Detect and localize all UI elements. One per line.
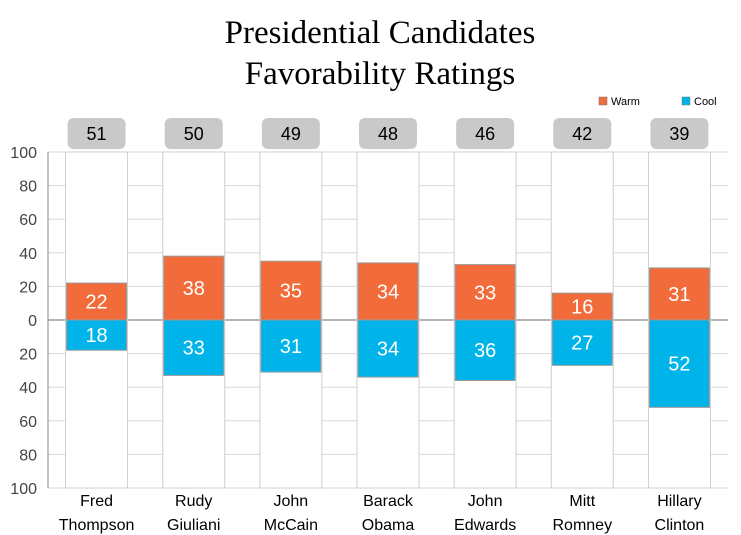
y-tick-label: 80 xyxy=(19,447,37,464)
cool-bar xyxy=(454,319,516,381)
total-badge xyxy=(650,118,709,149)
cool-value-label: 52 xyxy=(668,354,690,376)
y-tick-label: 20 xyxy=(19,347,37,364)
category-label: Romney xyxy=(552,517,612,534)
cool-bar xyxy=(163,319,225,376)
warm-value-label: 16 xyxy=(571,297,593,319)
category-label: Rudy xyxy=(175,493,212,510)
total-label: 46 xyxy=(475,124,495,144)
cool-value-label: 27 xyxy=(571,333,593,355)
legend: Warm Cool xyxy=(598,96,717,108)
cool-bar xyxy=(260,319,322,373)
y-tick-label: 100 xyxy=(10,481,37,498)
legend-label-cool: Cool xyxy=(694,96,717,108)
warm-bar xyxy=(163,255,225,321)
y-tick-label: 100 xyxy=(10,145,37,162)
y-tick-label: 40 xyxy=(19,246,37,263)
total-label: 48 xyxy=(378,124,398,144)
cool-value-label: 18 xyxy=(85,325,107,347)
cool-value-label: 36 xyxy=(474,340,496,362)
y-tick-label: 40 xyxy=(19,380,37,397)
total-badge xyxy=(67,118,126,149)
legend-swatch-warm xyxy=(598,96,608,106)
warm-bar xyxy=(648,267,710,321)
warm-value-label: 33 xyxy=(474,282,496,304)
warm-bar xyxy=(454,264,516,321)
category-label: Clinton xyxy=(655,517,705,534)
chart-title-line-1: Presidential Candidates xyxy=(225,15,536,51)
warm-value-label: 31 xyxy=(668,284,690,306)
cool-bar xyxy=(66,319,128,351)
warm-value-label: 35 xyxy=(280,281,302,303)
category-label: Barack xyxy=(363,493,414,510)
total-label: 42 xyxy=(572,124,592,144)
y-tick-label: 60 xyxy=(19,212,37,229)
total-badge xyxy=(359,118,417,149)
category-label: Thompson xyxy=(59,517,135,534)
warm-bar xyxy=(357,262,419,321)
category-label: Mitt xyxy=(569,493,595,510)
cool-bar xyxy=(357,319,419,378)
total-label: 51 xyxy=(87,124,107,144)
category-label: John xyxy=(274,493,309,510)
total-badge xyxy=(456,118,515,149)
legend-swatch-cool xyxy=(681,96,691,106)
warm-value-label: 38 xyxy=(183,278,205,300)
category-label: Hillary xyxy=(657,493,701,510)
y-tick-label: 0 xyxy=(28,313,37,330)
warm-value-label: 34 xyxy=(377,281,399,303)
y-tick-label: 20 xyxy=(19,279,37,296)
category-label: Edwards xyxy=(454,517,516,534)
warm-bar xyxy=(66,282,128,321)
cool-bar xyxy=(551,319,613,366)
total-badge xyxy=(261,118,320,149)
total-label: 49 xyxy=(281,124,301,144)
category-label: John xyxy=(468,493,503,510)
total-badge xyxy=(164,118,223,149)
cool-value-label: 31 xyxy=(280,336,302,358)
category-label: Fred xyxy=(80,493,113,510)
chart-title-line-2: Favorability Ratings xyxy=(245,56,515,92)
total-badge xyxy=(553,118,612,149)
total-label: 50 xyxy=(184,124,204,144)
category-label: McCain xyxy=(264,517,318,534)
cool-value-label: 34 xyxy=(377,339,399,361)
legend-label-warm: Warm xyxy=(611,96,640,108)
y-tick-label: 80 xyxy=(19,179,37,196)
warm-bar xyxy=(260,260,322,321)
category-label: Obama xyxy=(362,517,415,534)
y-tick-label: 60 xyxy=(19,414,37,431)
warm-value-label: 22 xyxy=(85,292,107,314)
total-label: 39 xyxy=(669,124,689,144)
plot-area: 100 80 60 40 20 0 20 40 60 80 100 51 22 18 Fred Thompso… xyxy=(10,118,728,534)
cool-value-label: 33 xyxy=(183,338,205,360)
cool-bar xyxy=(648,319,710,408)
category-label: Giuliani xyxy=(167,517,220,534)
